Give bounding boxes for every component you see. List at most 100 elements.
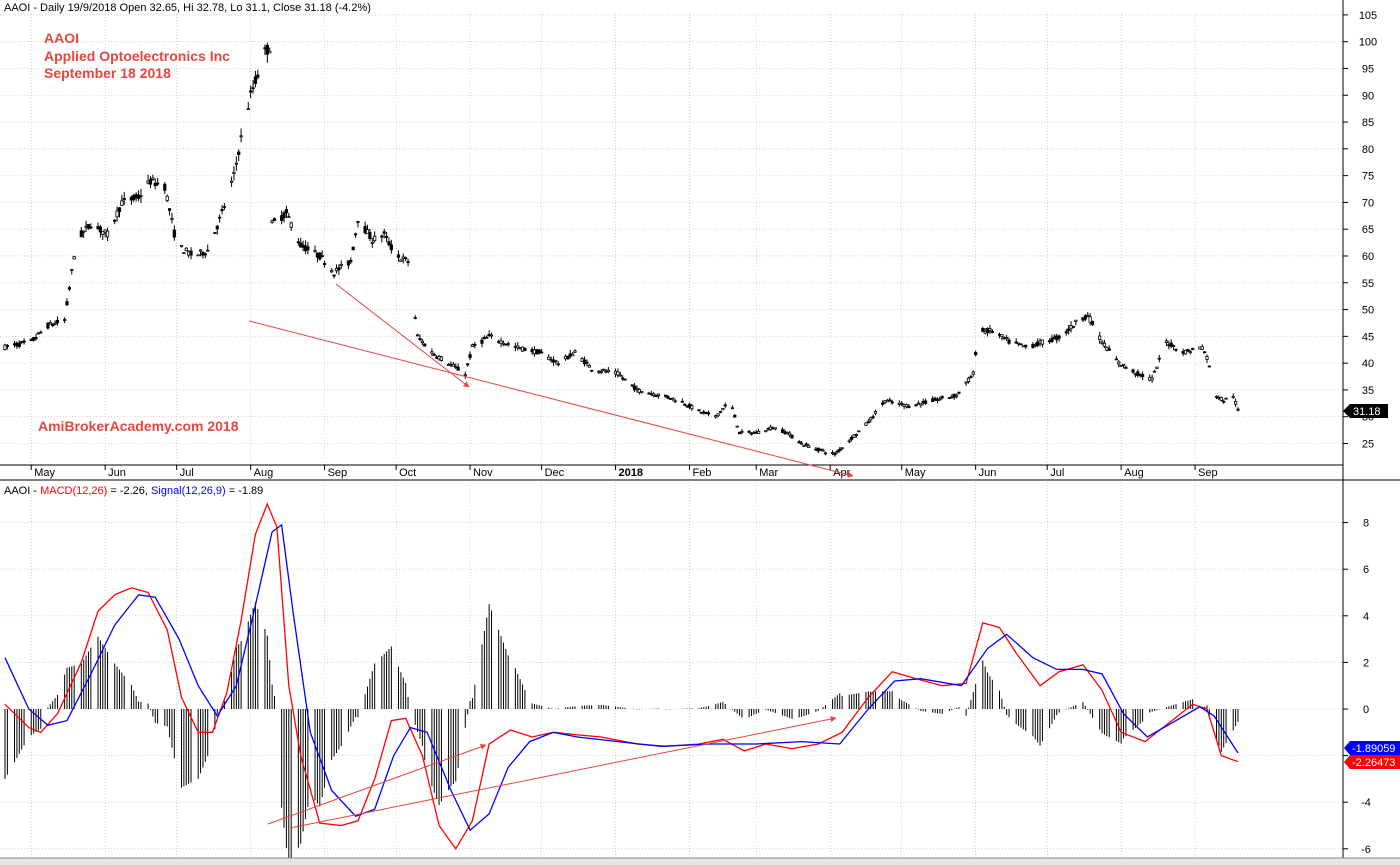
ohlc-bar (206, 244, 210, 252)
ohlc-bar (151, 174, 155, 181)
ohlc-bar (652, 392, 656, 398)
ohlc-bar (914, 404, 918, 407)
ohlc-bar (821, 448, 825, 452)
macd-trend-arrow-long[interactable] (289, 716, 837, 829)
macd-y-tick-label: 6 (1363, 564, 1369, 576)
ohlc-bar (17, 340, 21, 349)
ohlc-bar (1205, 354, 1209, 364)
ohlc-bar (105, 227, 110, 242)
ohlc-bar (272, 217, 277, 222)
ohlc-bar (540, 348, 544, 354)
ohlc-bar (666, 395, 670, 400)
ohlc-bar (1019, 343, 1023, 346)
macd-header-signal-label: Signal(12,26,9) (151, 485, 226, 497)
ohlc-bar (990, 329, 994, 334)
ohlc-bar (537, 348, 541, 355)
ohlc-bar (463, 371, 467, 379)
ohlc-bar (988, 325, 992, 335)
ohlc-bar (296, 238, 300, 246)
price-y-tick-label: 65 (1362, 224, 1374, 236)
price-y-tick-label: 40 (1362, 358, 1374, 370)
price-y-axis: 253035404550556065707580859095100105 (1343, 10, 1377, 451)
ohlc-bar (971, 370, 975, 377)
ohlc-bar (718, 410, 723, 414)
ohlc-bar (189, 247, 193, 260)
price-gridlines (0, 14, 1343, 465)
ohlc-bar (802, 444, 806, 447)
ohlc-bar (1203, 351, 1207, 354)
ohlc-bar (322, 260, 327, 268)
ohlc-bar (499, 337, 503, 348)
macd-trend-arrow-short[interactable] (267, 744, 487, 825)
ohlc-bar (101, 231, 105, 240)
x-tick-label: Jun (979, 467, 997, 479)
ohlc-bar (222, 203, 227, 211)
ohlc-bar (974, 350, 978, 357)
ohlc-bar (866, 418, 870, 424)
trend-arrows (248, 283, 854, 829)
ohlc-bar (833, 451, 837, 457)
signal-value-tag: -1.89059 (1344, 741, 1400, 755)
ohlc-bar (167, 208, 172, 216)
macd-header-macd-label: MACD(12,26) (40, 485, 107, 497)
ohlc-bar (735, 425, 739, 428)
ohlc-bar (451, 361, 455, 367)
ohlc-bar (373, 231, 377, 243)
ohlc-bar (690, 403, 694, 411)
ohlc-bar (3, 343, 7, 351)
ohlc-bar (1141, 371, 1145, 380)
ohlc-bar (602, 368, 606, 372)
ohlc-bar (523, 347, 527, 352)
x-tick-label: Jun (108, 467, 126, 479)
ohlc-bar (370, 237, 374, 248)
ohlc-bar (573, 349, 577, 354)
ohlc-bar (621, 375, 625, 381)
macd-header-prefix: AAOI - (4, 485, 40, 497)
ohlc-bar (53, 320, 57, 326)
ohlc-bar (737, 431, 742, 435)
ohlc-bar (838, 447, 842, 453)
price-trend-arrow-short[interactable] (335, 283, 470, 388)
ohlc-bar (179, 245, 184, 248)
ohlc-bar (850, 435, 854, 442)
ohlc-bar (1131, 368, 1135, 374)
ohlc-bar (368, 228, 372, 242)
ohlc-bar (32, 337, 36, 342)
ohlc-bar (1172, 344, 1176, 351)
x-tick-label: Sep (328, 467, 348, 479)
ohlc-bar (117, 207, 122, 218)
ohlc-bar (1088, 313, 1092, 326)
ohlc-bar (396, 250, 401, 262)
price-y-tick-label: 70 (1362, 197, 1374, 209)
ohlc-bar (871, 414, 875, 419)
ohlc-bar (270, 219, 274, 224)
ohlc-bar (757, 428, 761, 435)
ohlc-bar (830, 450, 835, 456)
ohlc-bar (671, 397, 675, 402)
ohlc-bar (439, 355, 444, 362)
ohlc-bar (1100, 339, 1104, 345)
annotation-ticker: AAOI (44, 30, 79, 46)
ohlc-bar (888, 397, 892, 402)
ohlc-bar (940, 395, 944, 400)
ohlc-bar (353, 232, 358, 238)
ohlc-bar (857, 430, 861, 433)
ohlc-bar (547, 354, 551, 361)
ohlc-bar (1090, 320, 1095, 327)
ohlc-bar (349, 257, 353, 264)
ohlc-bar (957, 391, 961, 395)
ohlc-bar (907, 404, 911, 409)
macd-header-signal-value: = -1.89 (226, 485, 264, 497)
ohlc-bar (79, 226, 83, 238)
price-trend-arrow-long[interactable] (248, 320, 854, 478)
ohlc-bar (964, 381, 968, 386)
macd-header-macd-value: = -2.26, (107, 485, 151, 497)
ohlc-bar (39, 330, 43, 334)
ohlc-bar (282, 210, 286, 223)
ohlc-bar (1086, 311, 1090, 318)
ohlc-bar (115, 206, 119, 222)
ohlc-bar (163, 182, 167, 195)
ohlc-bar (823, 451, 828, 456)
price-bars (3, 42, 1240, 457)
